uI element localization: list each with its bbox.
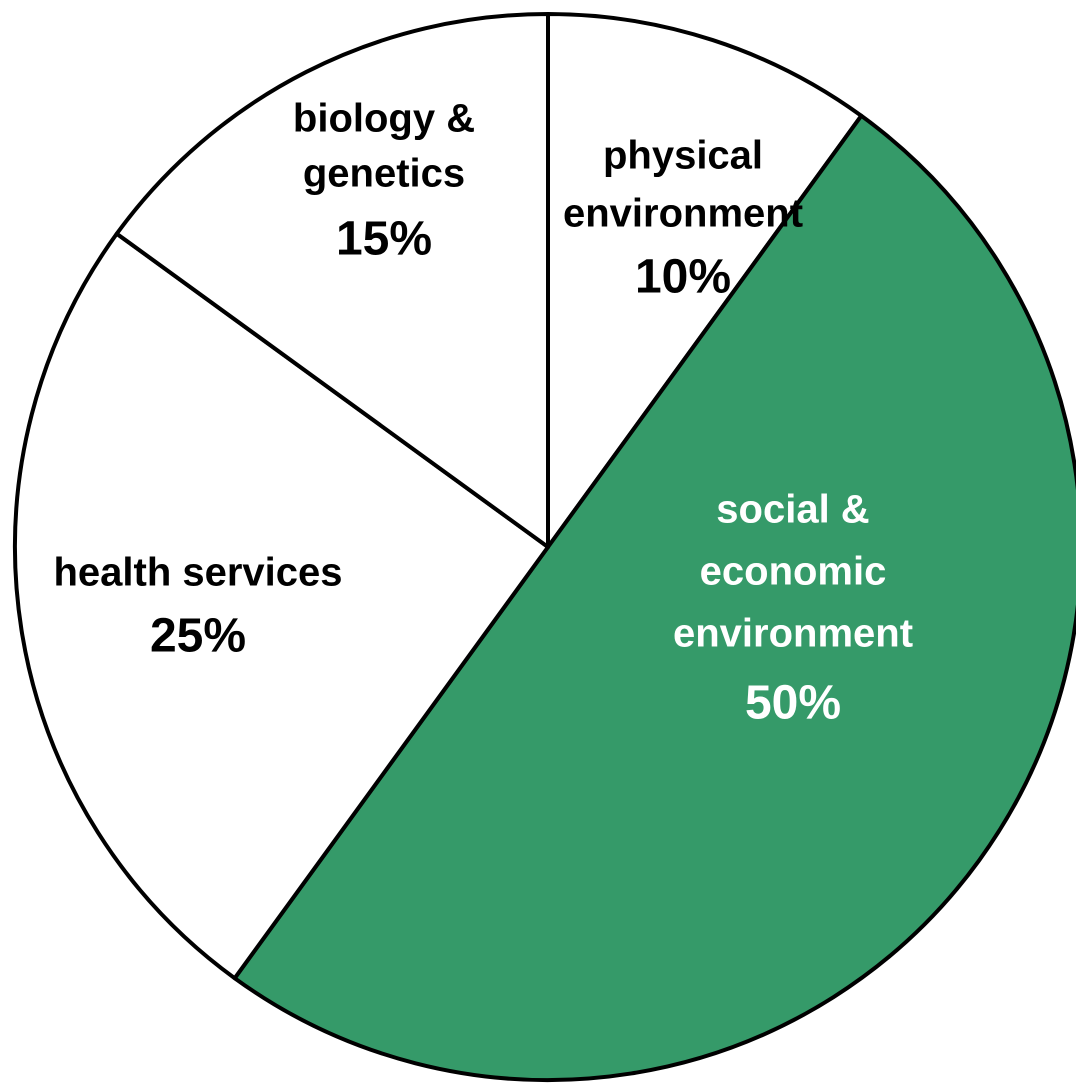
pie-slice-health-services [13,231,550,981]
pie-slice-social-and-economic-environment [232,113,1076,1082]
slice-label-line: environment [673,612,913,656]
pie-slice-physical-environment [546,12,864,549]
slice-label-health-services: health services 25% [53,551,342,663]
slice-percent-label: 15% [336,213,432,266]
slice-percent-label: 50% [745,677,841,730]
labels-layer: physical environment 10% social & economic en… [53,97,913,730]
slice-label-line: biology & [293,97,475,141]
slice-percent-label: 25% [150,610,246,663]
slice-label-line: health services [53,551,342,595]
slice-label-biology-and-genetics: biology & genetics 15% [293,97,475,266]
slice-label-physical-environment: physical environment 10% [563,134,803,304]
slices-layer [13,12,1076,1082]
slice-percent-label: 10% [635,251,731,304]
slice-label-line: environment [563,192,803,236]
slice-label-line: physical [603,134,763,178]
slice-label-social-and-economic-environment: social & economic environment 50% [673,488,913,730]
slice-label-line: social & [716,488,869,532]
slice-label-line: economic [700,550,887,594]
slice-label-line: genetics [303,152,465,196]
pie-slice-biology-and-genetics [114,12,550,549]
